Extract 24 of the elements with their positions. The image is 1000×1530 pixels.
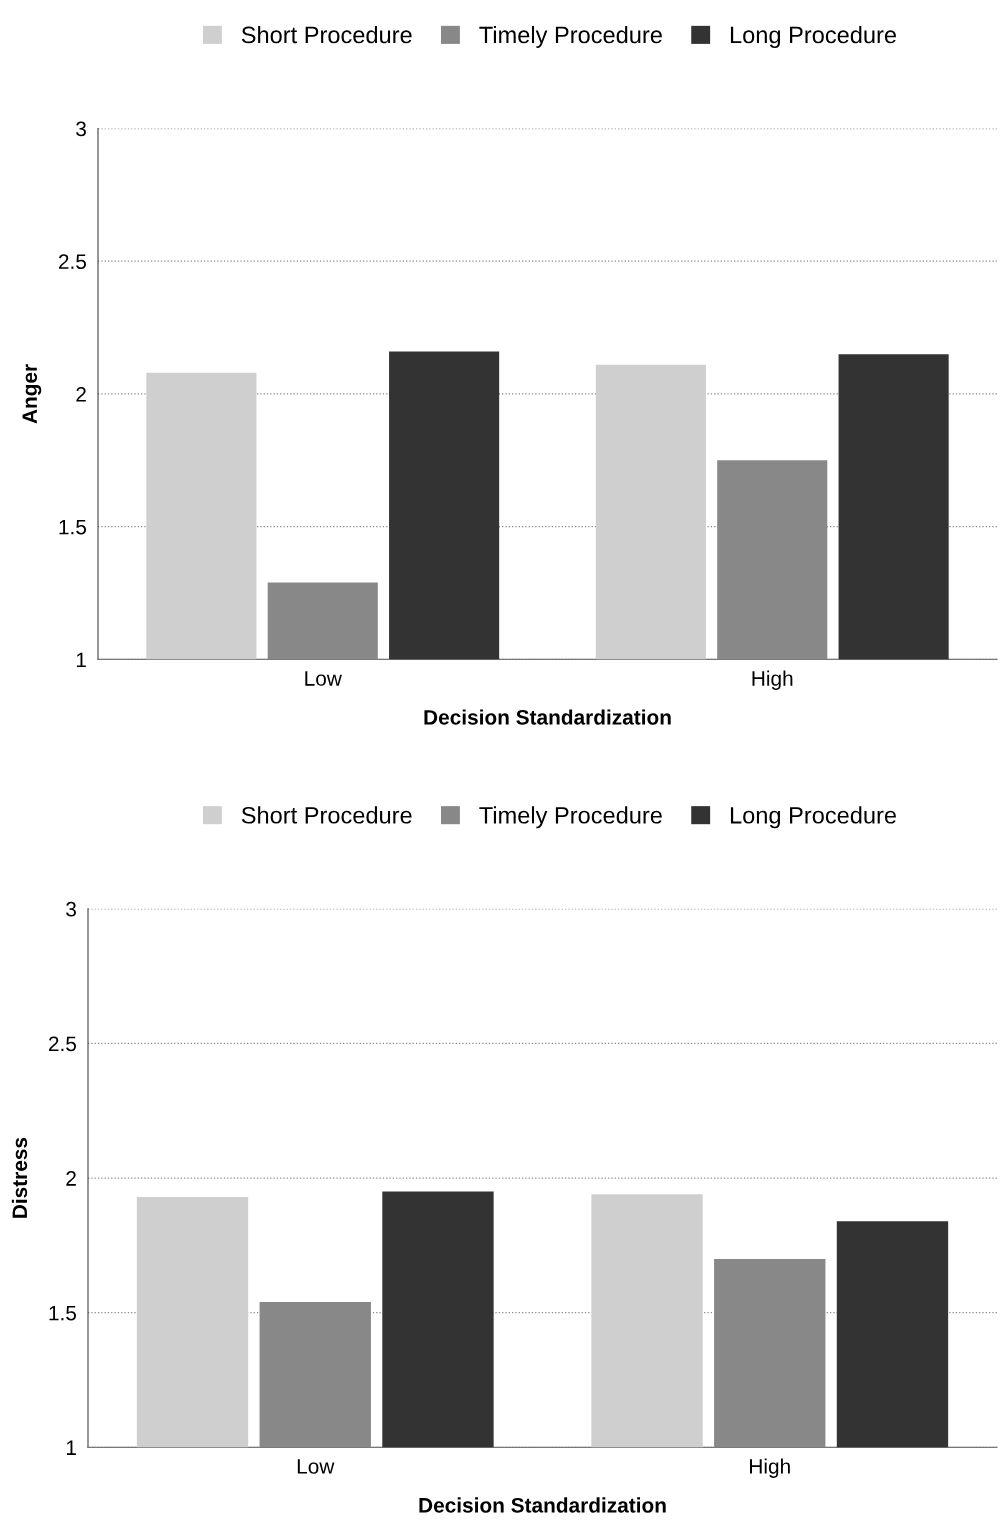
legend-label: Short Procedure — [241, 25, 412, 44]
legend-label: Timely Procedure — [479, 806, 662, 829]
legend-label: Long Procedure — [730, 25, 896, 48]
y-tick-label: 2 — [66, 1171, 76, 1186]
legend-label: Short Procedure — [241, 806, 412, 824]
x-tick-label: High — [752, 670, 793, 690]
y-tick-label: 1.5 — [59, 519, 87, 535]
y-axis-title: Distress — [11, 1137, 28, 1218]
y-axis-title: Anger — [22, 364, 42, 424]
y-tick-label: 2.5 — [48, 1036, 77, 1052]
y-tick-label: 1 — [66, 1440, 76, 1455]
y-tick-label: 1 — [76, 652, 86, 667]
legend-label: Timely Procedure — [479, 25, 662, 48]
x-axis-title: Decision Standardization — [424, 709, 671, 725]
y-tick-label: 3 — [76, 121, 86, 137]
x-tick-label: High — [750, 1458, 790, 1478]
y-tick-label: 3 — [66, 901, 76, 917]
y-tick-label: 2 — [76, 386, 86, 402]
legend-label: Long Procedure — [730, 806, 896, 829]
x-tick-label: Low — [305, 671, 342, 686]
x-tick-label: Low — [297, 1459, 335, 1474]
y-tick-label: 2.5 — [58, 254, 87, 269]
x-axis-title: Decision Standardization — [419, 1497, 666, 1513]
y-tick-label: 1.5 — [49, 1305, 77, 1321]
